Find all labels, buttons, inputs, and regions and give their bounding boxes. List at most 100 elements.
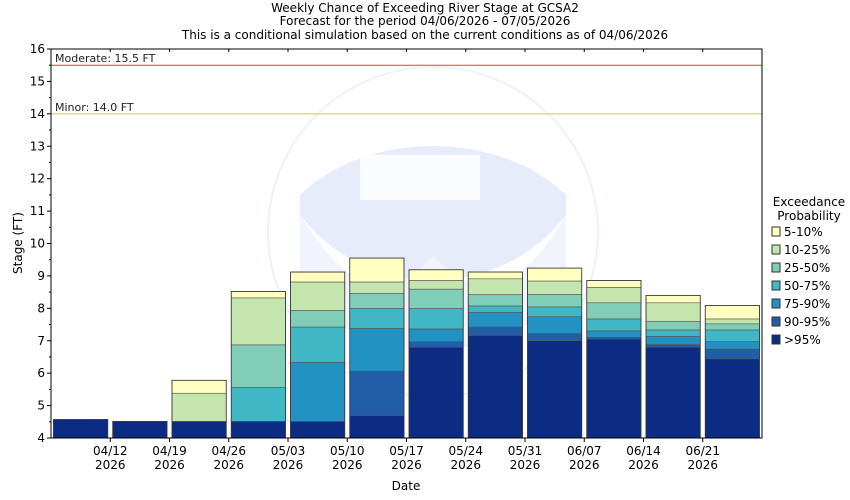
bar-week-6-band-6 xyxy=(349,370,405,416)
bar-week-5-band-4 xyxy=(290,326,346,363)
bar-week-11-band-3 xyxy=(645,321,701,331)
bar-week-6-band-5 xyxy=(349,328,405,372)
y-tick-label: 4 xyxy=(37,431,45,445)
legend-label: 50-75% xyxy=(784,279,830,293)
bar-week-10-band-2 xyxy=(586,287,642,304)
bar-week-2-band-7 xyxy=(112,421,168,439)
x-tick-label-date: 05/10 xyxy=(330,444,365,458)
x-tick-label-year: 2026 xyxy=(687,458,718,472)
bar-week-12-band-7 xyxy=(704,358,760,439)
y-tick-label: 6 xyxy=(37,366,45,380)
legend-swatch xyxy=(771,334,781,345)
bar-week-11-band-4 xyxy=(645,329,701,337)
bar-week-9-band-3 xyxy=(527,294,583,308)
bar-week-5-band-3 xyxy=(290,310,346,328)
y-tick-label: 12 xyxy=(30,172,45,186)
x-tick-label-year: 2026 xyxy=(95,458,126,472)
y-tick-label: 14 xyxy=(30,107,45,121)
bar-week-5-band-2 xyxy=(290,281,346,311)
y-tick-label: 9 xyxy=(37,269,45,283)
bars-group xyxy=(53,257,760,439)
bar-week-9-band-2 xyxy=(527,280,583,295)
bar-week-10-band-1 xyxy=(586,280,642,288)
legend-label: >95% xyxy=(784,333,821,347)
y-tick-label: 15 xyxy=(30,74,45,88)
legend-swatch xyxy=(771,298,781,309)
x-tick-label-date: 05/31 xyxy=(508,444,543,458)
bar-week-3-band-7 xyxy=(171,421,227,439)
bar-week-6-band-7 xyxy=(349,415,405,439)
bar-week-8-band-3 xyxy=(467,294,523,307)
bar-week-9-band-6 xyxy=(527,333,583,342)
bar-week-4-band-1 xyxy=(230,291,286,299)
bar-week-3-band-2 xyxy=(171,392,227,422)
bar-week-7-band-4 xyxy=(408,308,464,330)
legend-swatch xyxy=(771,262,781,273)
bar-week-4-band-4 xyxy=(230,387,286,422)
x-tick-label-year: 2026 xyxy=(510,458,541,472)
bar-week-4-band-2 xyxy=(230,297,286,346)
bar-week-4-band-7 xyxy=(230,421,286,439)
y-tick-label: 13 xyxy=(30,139,45,153)
legend-swatch xyxy=(771,244,781,255)
x-tick-label-year: 2026 xyxy=(391,458,422,472)
bar-week-8-band-7 xyxy=(467,335,523,439)
bar-week-5-band-1 xyxy=(290,271,346,283)
x-tick-label-date: 04/12 xyxy=(93,444,128,458)
bar-week-6-band-4 xyxy=(349,308,405,329)
x-tick-label-year: 2026 xyxy=(213,458,244,472)
y-tick-label: 8 xyxy=(37,301,45,315)
legend-title: Exceedance xyxy=(773,195,845,209)
chart-title-line-2: Forecast for the period 04/06/2026 - 07/… xyxy=(280,14,571,28)
bar-week-7-band-2 xyxy=(408,280,464,290)
y-axis: 4 5 6 7 8 9 10 11 12 13 14 15 16 xyxy=(30,42,51,445)
legend-title: Probability xyxy=(777,209,840,223)
legend-label: 90-95% xyxy=(784,315,830,329)
bar-week-5-band-7 xyxy=(290,421,346,439)
x-tick-label-date: 06/21 xyxy=(685,444,720,458)
x-tick-label-year: 2026 xyxy=(569,458,600,472)
bar-week-12-band-2 xyxy=(704,318,760,325)
x-axis: 04/12202604/19202604/26202605/03202605/1… xyxy=(50,49,763,472)
bar-week-5-band-5 xyxy=(290,362,346,422)
x-tick-label-date: 06/14 xyxy=(626,444,661,458)
x-tick-label-date: 05/03 xyxy=(271,444,306,458)
legend-swatch xyxy=(771,280,781,291)
x-tick-label-year: 2026 xyxy=(628,458,659,472)
bar-week-12-band-3 xyxy=(704,323,760,331)
bar-week-10-band-7 xyxy=(586,338,642,439)
chart-title-line-1: Weekly Chance of Exceeding River Stage a… xyxy=(271,1,579,15)
bar-week-8-band-4 xyxy=(467,305,523,313)
y-tick-label: 5 xyxy=(37,399,45,413)
y-tick-label: 10 xyxy=(30,237,45,251)
bar-week-8-band-2 xyxy=(467,278,523,296)
bar-week-7-band-3 xyxy=(408,288,464,309)
x-tick-label-date: 06/07 xyxy=(567,444,602,458)
bar-week-8-band-6 xyxy=(467,326,523,336)
bar-week-7-band-6 xyxy=(408,341,464,348)
bar-week-7-band-5 xyxy=(408,328,464,343)
bar-week-8-band-5 xyxy=(467,312,523,328)
legend-label: 5-10% xyxy=(784,225,823,239)
bar-week-12-band-1 xyxy=(704,305,760,320)
bar-week-9-band-4 xyxy=(527,306,583,318)
legend-label: 25-50% xyxy=(784,261,830,275)
x-tick-label-date: 04/19 xyxy=(152,444,187,458)
chart-title-line-3: This is a conditional simulation based o… xyxy=(181,28,668,42)
bar-week-9-band-7 xyxy=(527,340,583,439)
bar-week-3-band-1 xyxy=(171,379,227,394)
bar-week-7-band-7 xyxy=(408,346,464,439)
bar-week-11-band-2 xyxy=(645,302,701,322)
bar-week-12-band-6 xyxy=(704,348,760,360)
threshold-label-1: Moderate: 15.5 FT xyxy=(55,52,156,65)
legend-label: 10-25% xyxy=(784,243,830,257)
bar-week-12-band-5 xyxy=(704,341,760,350)
bar-week-9-band-1 xyxy=(527,267,583,282)
y-tick-label: 7 xyxy=(37,334,45,348)
bar-week-12-band-4 xyxy=(704,329,760,343)
bar-week-6-band-1 xyxy=(349,257,405,283)
bar-week-9-band-5 xyxy=(527,316,583,334)
x-tick-label-date: 05/24 xyxy=(448,444,483,458)
